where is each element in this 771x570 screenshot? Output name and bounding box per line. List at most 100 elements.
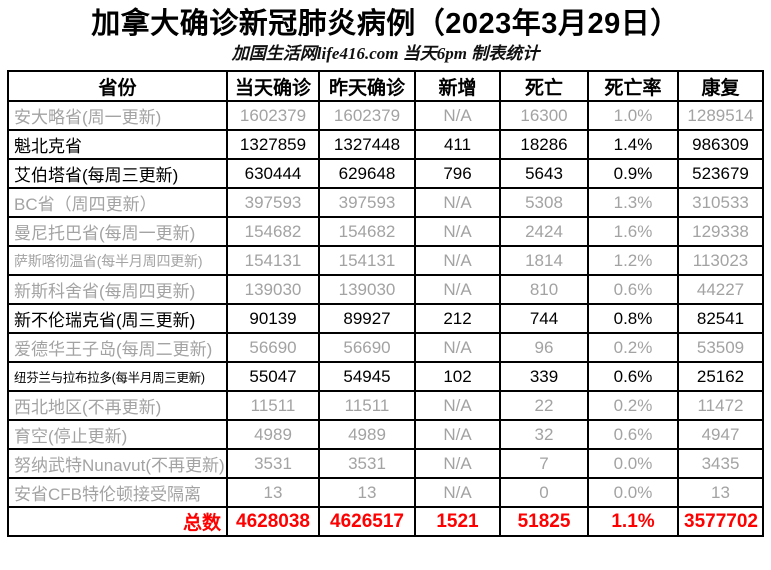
cell-deaths: 0 [499,477,589,508]
cell-recovered: 11472 [677,390,764,421]
page-subtitle: 加国生活网life416.com 当天6pm 制表统计 [231,44,540,63]
table-row: 努纳武特Nunavut(不再更新) 3531 3531 N/A 7 0.0% 3435 [7,448,764,479]
cell-yesterday-confirmed: 154131 [318,245,416,276]
cell-yesterday-confirmed: 4626517 [318,506,416,537]
cell-death-rate: 1.4% [587,129,679,160]
cell-recovered: 53509 [677,332,764,363]
province-label: 安大略省(周一更新) [7,100,228,131]
cell-today-confirmed: 154682 [226,216,320,247]
cell-today-confirmed: 1327859 [226,129,320,160]
cell-deaths: 5308 [499,187,589,218]
total-row: 总数 4628038 4626517 1521 51825 1.1% 3577702 [7,506,764,537]
cell-death-rate: 1.0% [587,100,679,131]
column-header-recovered: 康复 [677,70,764,102]
cell-new-cases: N/A [414,390,501,421]
cell-deaths: 5643 [499,158,589,189]
covid-stats-table: 省份 当天确诊 昨天确诊 新增 死亡 死亡率 康复 安大略省(周一更新) 1602379 160… [7,70,764,537]
province-label: 新斯科舍省(每周四更新) [7,274,228,305]
table-row: 魁北克省 1327859 1327448 411 18286 1.4% 986309 [7,129,764,160]
cell-death-rate: 0.8% [587,303,679,334]
cell-yesterday-confirmed: 4989 [318,419,416,450]
province-label: 安省CFB特伦顿接受隔离 [7,477,228,508]
cell-death-rate: 1.6% [587,216,679,247]
cell-today-confirmed: 397593 [226,187,320,218]
cell-yesterday-confirmed: 54945 [318,361,416,392]
province-label: 努纳武特Nunavut(不再更新) [7,448,228,479]
cell-death-rate: 0.0% [587,448,679,479]
cell-new-cases: N/A [414,245,501,276]
table-header: 省份 当天确诊 昨天确诊 新增 死亡 死亡率 康复 [7,70,764,102]
column-header-today-confirmed: 当天确诊 [226,70,320,102]
cell-recovered: 3577702 [677,506,764,537]
table-row: 新不伦瑞克省(周三更新) 90139 89927 212 744 0.8% 82541 [7,303,764,334]
cell-death-rate: 1.2% [587,245,679,276]
cell-new-cases: N/A [414,216,501,247]
table-row: 西北地区(不再更新) 11511 11511 N/A 22 0.2% 11472 [7,390,764,421]
cell-yesterday-confirmed: 56690 [318,332,416,363]
table-body: 安大略省(周一更新) 1602379 1602379 N/A 16300 1.0% 1289… [7,100,764,537]
cell-deaths: 16300 [499,100,589,131]
cell-death-rate: 1.1% [587,506,679,537]
column-header-new-cases: 新增 [414,70,501,102]
cell-recovered: 25162 [677,361,764,392]
table-row: 纽芬兰与拉布拉多(每半月周三更新) 55047 54945 102 339 0.6% 251… [7,361,764,392]
cell-recovered: 13 [677,477,764,508]
cell-today-confirmed: 13 [226,477,320,508]
table-row: 曼尼托巴省(每周一更新) 154682 154682 N/A 2424 1.6% 12933… [7,216,764,247]
cell-deaths: 18286 [499,129,589,160]
cell-yesterday-confirmed: 629648 [318,158,416,189]
cell-deaths: 7 [499,448,589,479]
province-label: 曼尼托巴省(每周一更新) [7,216,228,247]
column-header-deaths: 死亡 [499,70,589,102]
cell-recovered: 986309 [677,129,764,160]
province-label: BC省（周四更新） [7,187,228,218]
table-row: 育空(停止更新) 4989 4989 N/A 32 0.6% 4947 [7,419,764,450]
table-row: 新斯科舍省(每周四更新) 139030 139030 N/A 810 0.6% 44227 [7,274,764,305]
cell-death-rate: 0.2% [587,390,679,421]
cell-new-cases: 1521 [414,506,501,537]
cell-yesterday-confirmed: 154682 [318,216,416,247]
cell-deaths: 744 [499,303,589,334]
cell-today-confirmed: 139030 [226,274,320,305]
covid-stats-page: 加拿大确诊新冠肺炎病例（2023年3月29日） 加国生活网life416.com… [0,7,771,570]
cell-deaths: 32 [499,419,589,450]
cell-new-cases: N/A [414,274,501,305]
province-label: 总数 [7,506,228,537]
cell-yesterday-confirmed: 1327448 [318,129,416,160]
cell-yesterday-confirmed: 13 [318,477,416,508]
cell-recovered: 129338 [677,216,764,247]
cell-death-rate: 0.2% [587,332,679,363]
cell-new-cases: 102 [414,361,501,392]
cell-today-confirmed: 4628038 [226,506,320,537]
table-row: 爱德华王子岛(每周二更新) 56690 56690 N/A 96 0.2% 53509 [7,332,764,363]
cell-death-rate: 0.6% [587,419,679,450]
province-label: 新不伦瑞克省(周三更新) [7,303,228,334]
cell-new-cases: 411 [414,129,501,160]
column-header-death-rate: 死亡率 [587,70,679,102]
cell-new-cases: 212 [414,303,501,334]
cell-new-cases: N/A [414,187,501,218]
cell-today-confirmed: 154131 [226,245,320,276]
province-label: 爱德华王子岛(每周二更新) [7,332,228,363]
cell-death-rate: 0.0% [587,477,679,508]
province-label: 育空(停止更新) [7,419,228,450]
cell-deaths: 810 [499,274,589,305]
cell-deaths: 22 [499,390,589,421]
table-row: 萨斯喀彻温省(每半月周四更新) 154131 154131 N/A 1814 1.2% 11… [7,245,764,276]
cell-deaths: 339 [499,361,589,392]
cell-deaths: 51825 [499,506,589,537]
column-header-province: 省份 [7,70,228,102]
cell-new-cases: N/A [414,419,501,450]
cell-new-cases: N/A [414,100,501,131]
cell-recovered: 523679 [677,158,764,189]
table-row: 艾伯塔省(每周三更新) 630444 629648 796 5643 0.9% 523679 [7,158,764,189]
cell-new-cases: 796 [414,158,501,189]
cell-recovered: 3435 [677,448,764,479]
cell-yesterday-confirmed: 1602379 [318,100,416,131]
cell-recovered: 310533 [677,187,764,218]
cell-yesterday-confirmed: 139030 [318,274,416,305]
province-label: 萨斯喀彻温省(每半月周四更新) [7,245,228,276]
cell-deaths: 2424 [499,216,589,247]
province-label: 魁北克省 [7,129,228,160]
cell-today-confirmed: 3531 [226,448,320,479]
